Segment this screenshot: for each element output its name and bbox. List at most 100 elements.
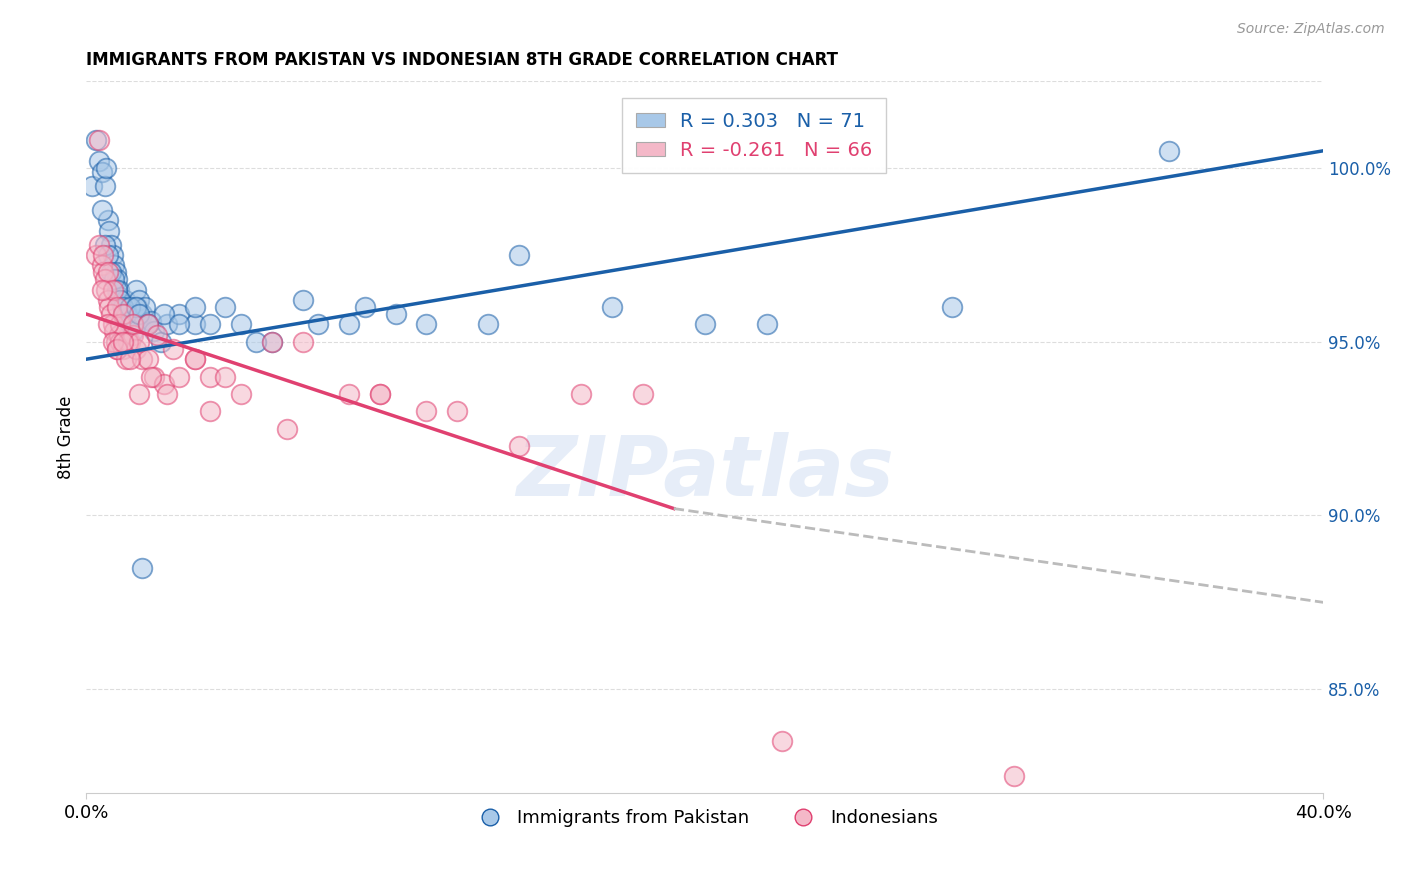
Legend: Immigrants from Pakistan, Indonesians: Immigrants from Pakistan, Indonesians <box>464 802 945 834</box>
Point <box>131 307 153 321</box>
Point <box>101 334 124 349</box>
Point <box>118 334 141 349</box>
Point <box>90 164 112 178</box>
Point <box>96 283 118 297</box>
Point <box>368 387 391 401</box>
Point <box>101 248 124 262</box>
Text: ZIPatlas: ZIPatlas <box>516 433 894 514</box>
Point <box>125 342 148 356</box>
Point <box>337 387 360 401</box>
Point <box>90 283 112 297</box>
Point <box>156 387 179 401</box>
Point <box>245 334 267 349</box>
Point <box>337 318 360 332</box>
Point <box>415 404 437 418</box>
Point <box>128 334 150 349</box>
Point <box>143 325 166 339</box>
Point <box>569 387 592 401</box>
Point <box>105 283 128 297</box>
Point <box>214 369 236 384</box>
Point <box>260 334 283 349</box>
Point <box>115 307 138 321</box>
Point <box>84 248 107 262</box>
Point <box>98 300 121 314</box>
Point <box>103 272 125 286</box>
Point <box>152 307 174 321</box>
Point <box>112 334 135 349</box>
Point <box>118 318 141 332</box>
Point <box>91 248 114 262</box>
Point <box>111 296 134 310</box>
Point <box>446 404 468 418</box>
Point <box>1002 769 1025 783</box>
Point <box>110 290 132 304</box>
Point <box>368 387 391 401</box>
Point <box>127 300 149 314</box>
Point <box>183 352 205 367</box>
Point <box>183 318 205 332</box>
Point <box>105 300 128 314</box>
Point <box>101 318 124 332</box>
Point <box>128 293 150 307</box>
Point <box>136 318 159 332</box>
Point <box>97 213 120 227</box>
Text: IMMIGRANTS FROM PAKISTAN VS INDONESIAN 8TH GRADE CORRELATION CHART: IMMIGRANTS FROM PAKISTAN VS INDONESIAN 8… <box>86 51 838 69</box>
Point <box>100 237 122 252</box>
Point <box>770 734 793 748</box>
Point <box>214 300 236 314</box>
Point <box>87 154 110 169</box>
Point <box>131 352 153 367</box>
Point <box>87 133 110 147</box>
Point <box>134 300 156 314</box>
Point <box>112 300 135 314</box>
Point <box>114 293 136 307</box>
Point <box>104 334 127 349</box>
Point <box>353 300 375 314</box>
Point <box>98 224 121 238</box>
Point <box>136 352 159 367</box>
Point <box>115 352 138 367</box>
Point <box>125 300 148 314</box>
Point <box>121 318 143 332</box>
Point <box>167 369 190 384</box>
Point <box>110 334 132 349</box>
Point <box>105 272 128 286</box>
Point <box>229 318 252 332</box>
Point <box>101 283 124 297</box>
Point <box>131 560 153 574</box>
Point <box>631 387 654 401</box>
Point <box>121 325 143 339</box>
Point <box>107 283 129 297</box>
Point <box>112 342 135 356</box>
Point <box>110 318 132 332</box>
Point <box>100 307 122 321</box>
Point <box>97 293 120 307</box>
Point <box>477 318 499 332</box>
Point <box>143 369 166 384</box>
Point <box>90 259 112 273</box>
Point <box>508 439 530 453</box>
Point <box>128 307 150 321</box>
Point <box>152 376 174 391</box>
Point <box>141 369 163 384</box>
Point <box>117 334 139 349</box>
Point <box>183 300 205 314</box>
Text: Source: ZipAtlas.com: Source: ZipAtlas.com <box>1237 22 1385 37</box>
Point <box>107 327 129 342</box>
Point <box>84 133 107 147</box>
Point <box>415 318 437 332</box>
Point <box>87 237 110 252</box>
Point <box>122 318 145 332</box>
Point <box>260 334 283 349</box>
Point <box>755 318 778 332</box>
Point <box>198 369 221 384</box>
Point <box>91 265 114 279</box>
Point <box>291 293 314 307</box>
Point <box>198 318 221 332</box>
Point <box>136 318 159 332</box>
Y-axis label: 8th Grade: 8th Grade <box>58 396 75 479</box>
Point <box>104 265 127 279</box>
Point <box>97 265 120 279</box>
Point <box>600 300 623 314</box>
Point <box>508 248 530 262</box>
